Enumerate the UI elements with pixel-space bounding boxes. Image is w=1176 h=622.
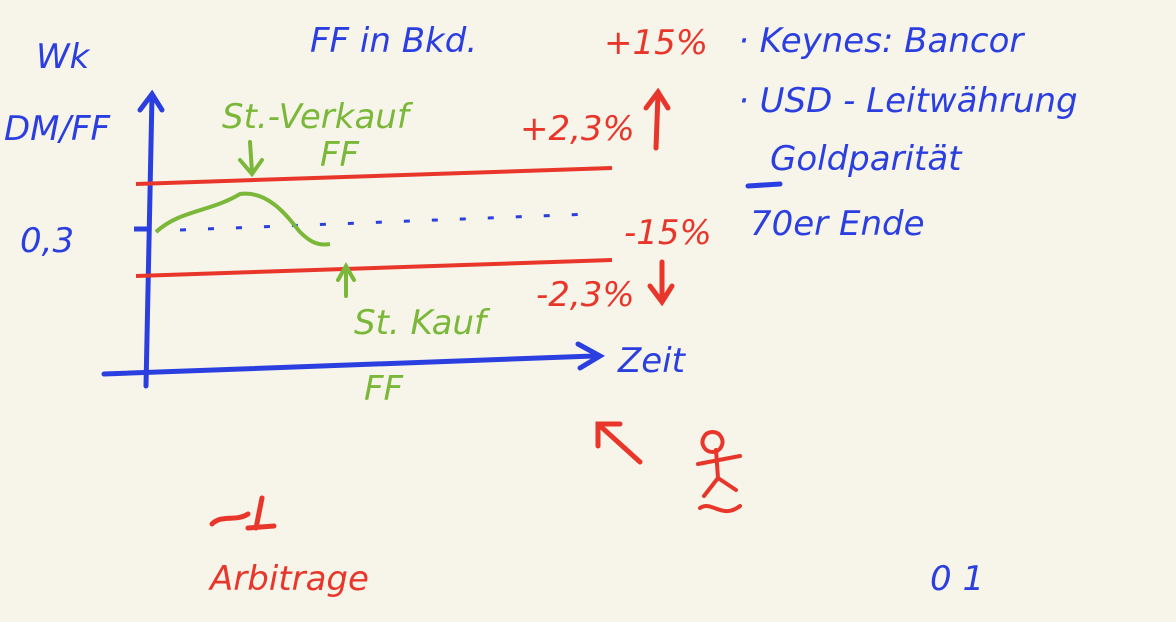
title-change: +15% (604, 23, 708, 63)
center-change: -15% (624, 213, 712, 253)
upper-band (135, 166, 613, 186)
note: 70er Ende (750, 204, 925, 244)
note-dash (745, 181, 783, 189)
pointer-arrow (595, 421, 643, 465)
buy-arrow (336, 261, 356, 298)
upper-band-label: +2,3% (520, 109, 635, 149)
sell-arrow (238, 140, 264, 178)
sell-currency: FF (320, 135, 360, 175)
down-arrow (647, 259, 675, 307)
y-value: 0,3 (20, 221, 74, 261)
note: · Keynes: Bancor (738, 21, 1025, 61)
x-axis-label: Zeit (617, 341, 687, 381)
sell-label: St.-Verkauf (222, 97, 414, 137)
x-axis (101, 341, 606, 377)
x-axis-currency: FF (364, 369, 404, 409)
up-arrow (643, 87, 671, 151)
buy-label: St. Kauf (354, 303, 491, 343)
lower-band-label: -2,3% (536, 275, 635, 315)
note: · USD - Leitwährung (738, 81, 1078, 121)
lower-band (135, 258, 613, 278)
arbitrage: Arbitrage (208, 559, 369, 599)
page-number: 0 1 (930, 559, 984, 599)
stick-figure (696, 430, 742, 514)
y-axis-unit: DM/FF (4, 109, 111, 149)
rate-curve (154, 191, 331, 247)
note: Goldparität (770, 139, 963, 179)
parity-line (179, 212, 591, 232)
squiggle (209, 495, 277, 531)
y-axis (137, 89, 165, 389)
y-axis-title: Wk (36, 37, 91, 77)
title: FF in Bkd. (310, 21, 477, 61)
